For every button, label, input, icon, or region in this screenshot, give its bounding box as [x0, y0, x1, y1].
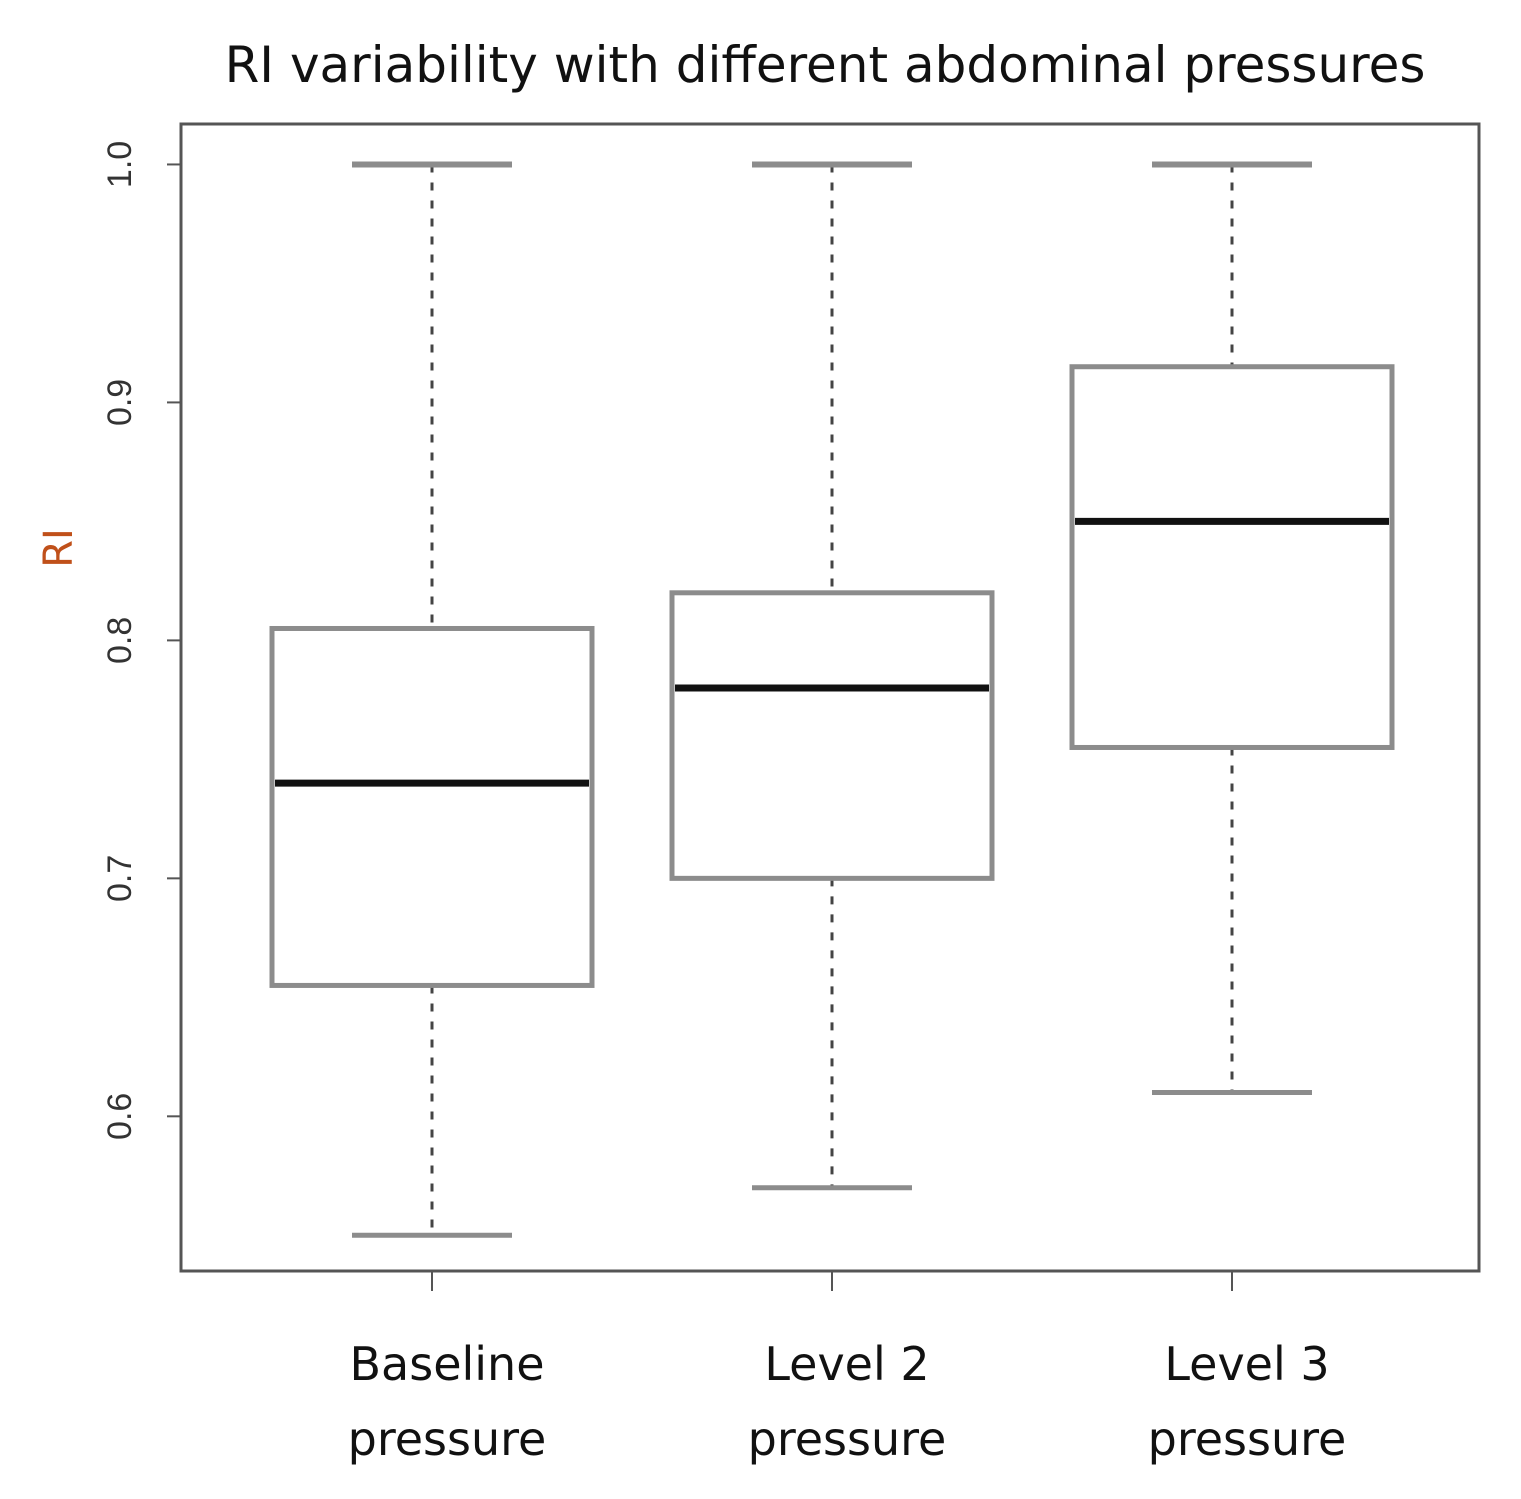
- y-tick-label: 0.9: [101, 379, 139, 426]
- box-1: [269, 161, 595, 1238]
- chart-title: RI variability with different abdominal …: [225, 36, 1426, 94]
- y-axis-label: RI: [36, 528, 82, 568]
- box-3: [1069, 161, 1395, 1096]
- x-category-label-line1: Level 2: [764, 1337, 929, 1391]
- y-axis: 0.6 0.7 0.8 0.9 1.0: [101, 141, 181, 1140]
- iqr-box: [669, 590, 995, 881]
- y-tick-label: 1.0: [101, 141, 139, 188]
- iqr-box: [1069, 364, 1395, 750]
- boxes-group: [269, 161, 1395, 1238]
- x-axis: Baseline pressure Level 2 pressure Level 3 pr…: [348, 1271, 1347, 1466]
- box-2: [669, 161, 995, 1191]
- x-category-label-line1: Level 3: [1164, 1337, 1329, 1391]
- y-tick-label: 0.8: [101, 617, 139, 664]
- x-category-label-line2: pressure: [348, 1412, 547, 1466]
- y-tick-label: 0.7: [101, 855, 139, 902]
- iqr-box: [269, 625, 595, 988]
- x-category-label-line1: Baseline: [349, 1337, 544, 1391]
- plot-frame: [179, 122, 1481, 1273]
- x-category-label-line2: pressure: [1148, 1412, 1347, 1466]
- y-tick-label: 0.6: [101, 1093, 139, 1140]
- x-category-label-line2: pressure: [748, 1412, 947, 1466]
